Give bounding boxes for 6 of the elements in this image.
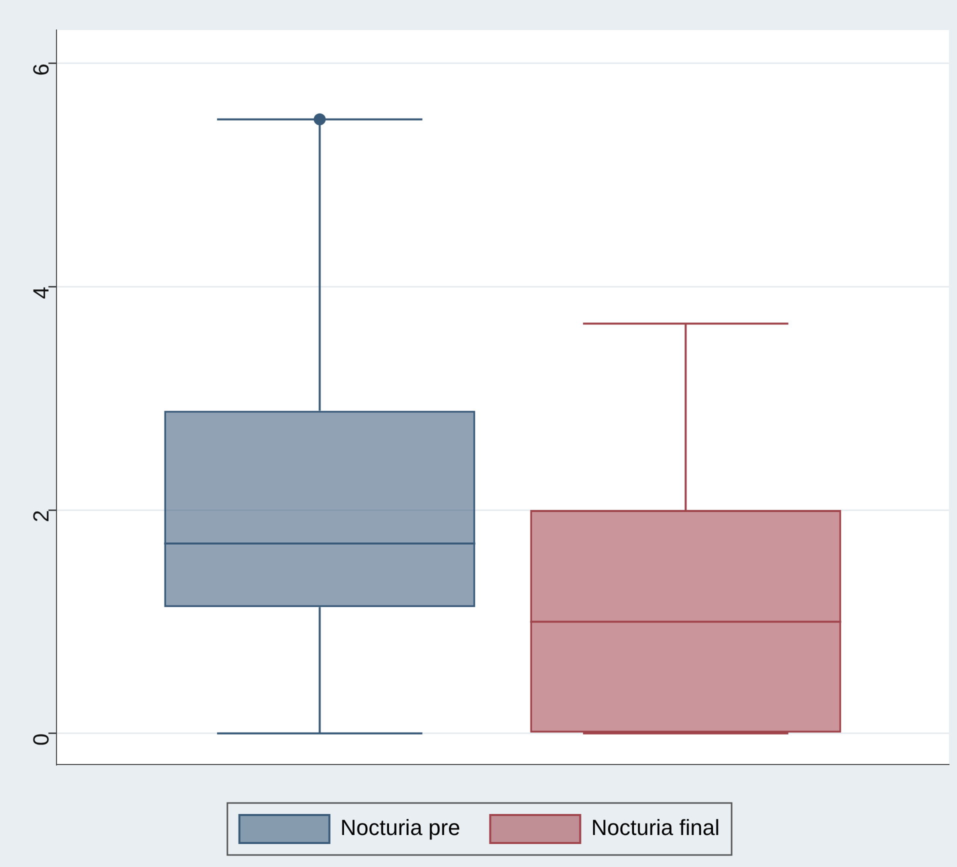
y-tick-label: 6 xyxy=(28,63,54,76)
y-tick-label: 0 xyxy=(28,733,54,746)
y-tick-label: 2 xyxy=(28,510,54,522)
legend-label: Nocturia final xyxy=(591,815,720,840)
legend-label: Nocturia pre xyxy=(340,815,460,840)
y-tick-label: 4 xyxy=(28,286,54,300)
